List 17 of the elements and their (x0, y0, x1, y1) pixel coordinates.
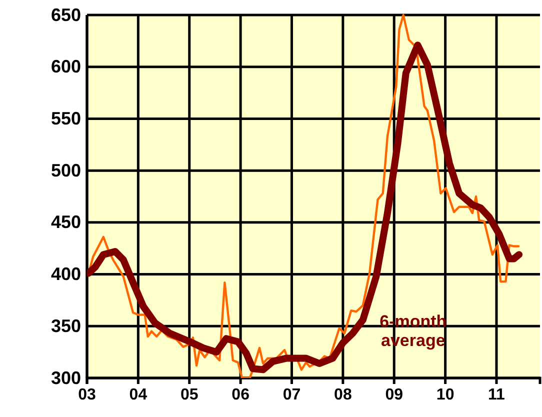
y-tick-label: 650 (50, 4, 81, 25)
y-tick-label: 300 (50, 368, 81, 388)
x-tick-label: 08 (334, 386, 352, 404)
x-tick-label: 11 (488, 386, 506, 404)
x-tick-label: 09 (385, 386, 404, 404)
y-tick-label: 400 (50, 264, 81, 284)
x-tick-label: 04 (129, 386, 148, 404)
y-tick-label: 500 (50, 160, 81, 180)
x-tick-label: 07 (282, 386, 301, 404)
x-tick-label: 10 (436, 386, 454, 404)
y-tick-label: 550 (50, 108, 81, 128)
y-tick-label: 350 (50, 316, 81, 336)
x-tick-label: 05 (180, 386, 198, 404)
y-tick-label: 450 (50, 212, 81, 232)
x-tick-label: 03 (78, 386, 96, 404)
x-tick-label: 06 (232, 386, 250, 404)
y-tick-label: 600 (50, 56, 81, 77)
